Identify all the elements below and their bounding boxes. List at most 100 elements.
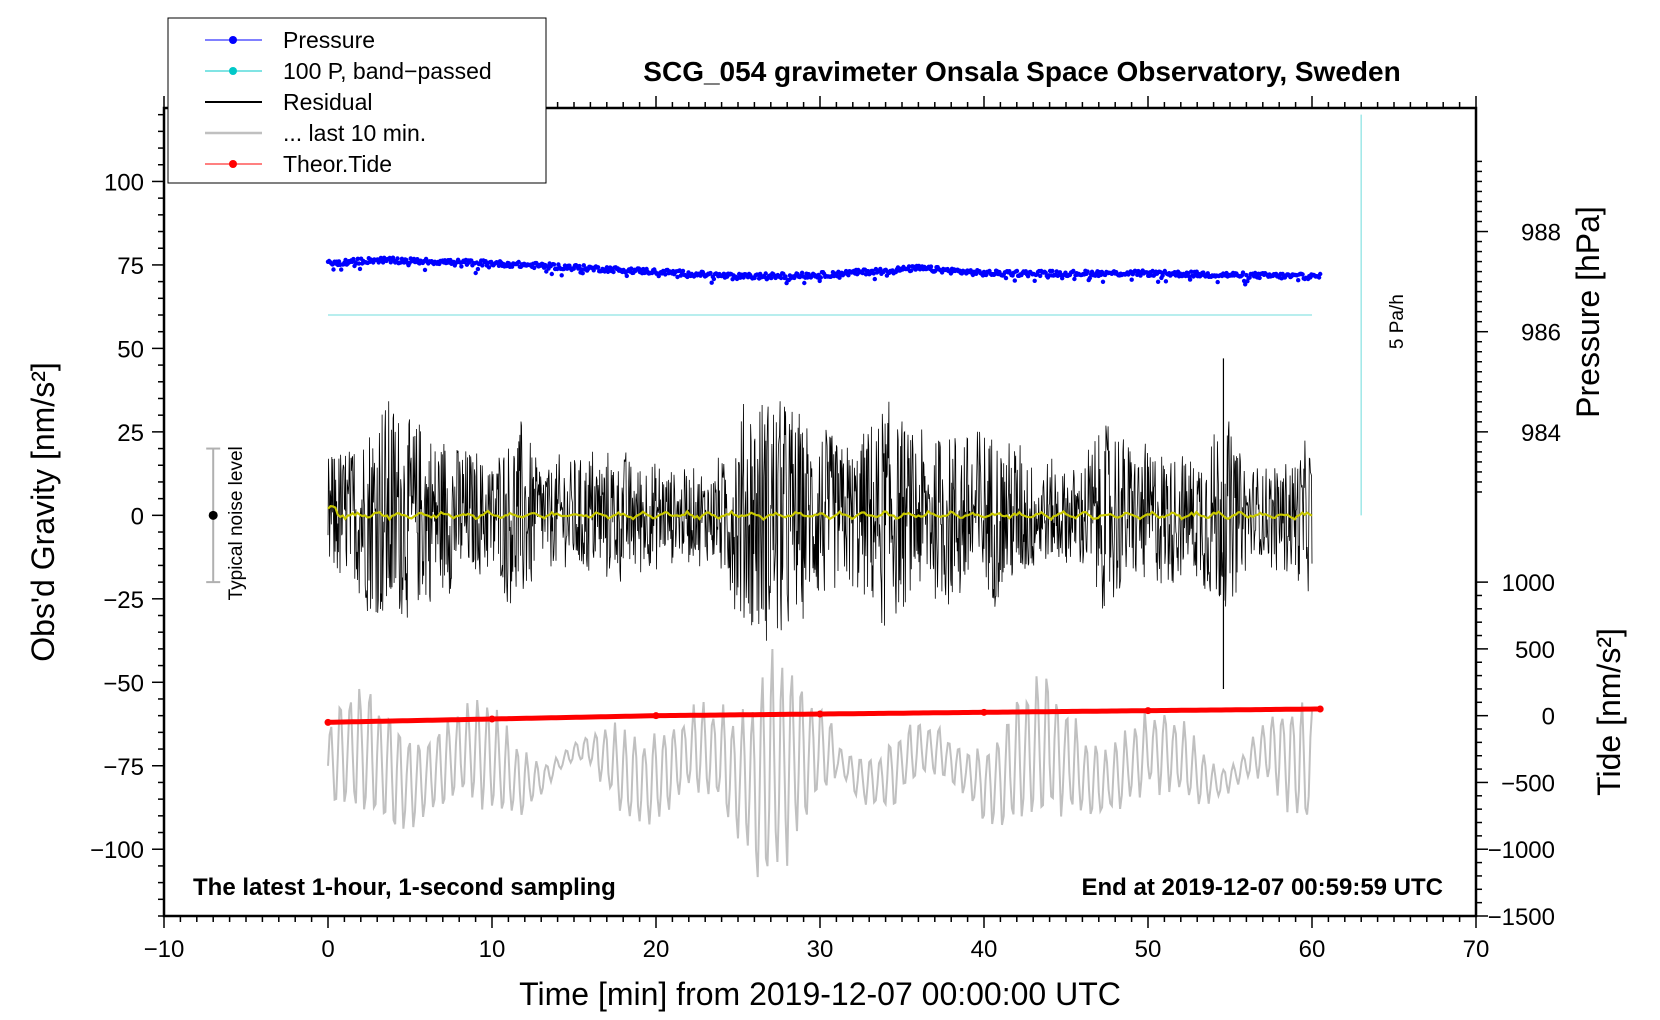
legend-label-tide: Theor.Tide: [283, 151, 392, 177]
pressure-point: [532, 265, 537, 271]
x-tick-label: 40: [971, 936, 998, 963]
legend-entry-residual: Residual: [205, 89, 373, 115]
pressure-point: [1296, 278, 1301, 283]
legend-label-pressure: Pressure: [283, 27, 375, 53]
tide-tick-label: −1500: [1488, 904, 1555, 931]
y-tick-label: −50: [103, 670, 144, 697]
y-axis-title-pressure: Pressure [hPa]: [1570, 206, 1606, 418]
pressure-point: [559, 273, 564, 278]
pressure-point: [581, 263, 586, 268]
pressure-point: [871, 271, 876, 276]
pressure-point: [906, 264, 912, 269]
pressure-point: [355, 256, 360, 261]
pressure-point: [1085, 269, 1090, 274]
pressure-point: [1003, 275, 1009, 281]
pressure-point: [769, 275, 774, 281]
pressure-point: [778, 275, 784, 281]
pressure-point: [1187, 277, 1193, 282]
legend-entry-tide: Theor.Tide: [205, 151, 392, 177]
pressure-point: [1185, 271, 1191, 276]
pressure-point: [1318, 271, 1323, 277]
legend-entry-band-passed: 100 P, band−passed: [205, 58, 492, 84]
pressure-point: [624, 273, 629, 279]
y-tick-label: −25: [103, 587, 144, 614]
pressure-point: [1163, 279, 1169, 284]
pressure-tick-label: 984: [1521, 420, 1561, 447]
pressure-point: [909, 268, 914, 273]
axes: −10 0 10 20 30 40 50 60 701007550250−25−50−75−10…: [90, 96, 1561, 963]
tide-tick-label: −500: [1501, 770, 1555, 797]
mean-line: [327, 505, 1313, 522]
legend-label-residual: Residual: [283, 89, 373, 115]
pressure-point: [1253, 270, 1258, 276]
pressure-point: [339, 267, 344, 272]
pressure-point: [356, 261, 362, 266]
tide-tick-label: 500: [1515, 637, 1555, 664]
pressure-point: [1144, 270, 1150, 275]
x-tick-label: 60: [1299, 936, 1326, 963]
pressure-point: [336, 259, 342, 264]
pressure-tick-label: 986: [1521, 320, 1561, 347]
x-tick-label: 70: [1463, 936, 1490, 963]
pressure-point: [1247, 275, 1252, 280]
pressure-point: [711, 276, 717, 282]
legend-box: [167, 17, 547, 184]
legend-entry-last-10: ... last 10 min.: [205, 120, 426, 146]
pressure-point: [496, 263, 502, 268]
pressure-point: [459, 264, 464, 269]
pressure-point: [698, 273, 703, 278]
x-tick-label: 20: [643, 936, 670, 963]
pressure-point: [933, 268, 938, 273]
pressure-point: [799, 270, 805, 275]
pressure-point: [1014, 268, 1020, 274]
pressure-point: [595, 265, 601, 270]
pressure-point: [331, 267, 336, 272]
rate-marker-label: 5 Pa/h: [1387, 294, 1408, 349]
pressure-point: [486, 265, 492, 270]
pressure-point: [1138, 273, 1143, 278]
pressure-point: [388, 260, 393, 265]
pressure-point: [1100, 279, 1106, 284]
tide-point: [1144, 707, 1152, 715]
tide-tick-label: 0: [1542, 704, 1555, 731]
pressure-point: [1050, 268, 1055, 274]
pressure-point: [475, 266, 481, 272]
annotation-sampling: The latest 1-hour, 1-second sampling: [193, 874, 616, 901]
pressure-point: [675, 274, 680, 280]
theoretical-tide-series: [324, 705, 1324, 726]
pressure-point: [928, 264, 934, 269]
pressure-point: [399, 256, 405, 261]
pressure-point: [1025, 274, 1031, 279]
pressure-point: [1215, 279, 1220, 285]
noise-bar-label: Typical noise level: [226, 446, 247, 600]
pressure-point: [1243, 282, 1248, 287]
pressure-point: [818, 275, 823, 280]
pressure-point: [680, 268, 686, 274]
x-tick-label: 10: [479, 936, 506, 963]
legend-marker-tide: [229, 160, 237, 168]
chart-title: SCG_054 gravimeter Onsala Space Observat…: [643, 56, 1400, 87]
y-tick-label: 0: [131, 503, 144, 530]
pressure-point: [1257, 275, 1262, 281]
pressure-point: [1316, 275, 1322, 280]
pressure-point: [357, 266, 363, 272]
pressure-point: [1240, 270, 1246, 275]
residual-mean-line: [327, 505, 1313, 522]
pressure-point: [708, 270, 713, 276]
pressure-point: [860, 270, 865, 276]
pressure-point: [1155, 279, 1161, 284]
pressure-series: [325, 255, 1323, 287]
y-tick-label: 25: [117, 420, 144, 447]
pressure-point: [1012, 278, 1017, 283]
x-axis-title: Time [min] from 2019-12-07 00:00:00 UTC: [519, 976, 1121, 1012]
pressure-point: [415, 257, 420, 262]
pressure-point: [611, 269, 616, 275]
pressure-point: [1054, 269, 1059, 274]
pressure-point: [1129, 277, 1134, 282]
pressure-point: [579, 267, 584, 272]
residual-line: [327, 401, 1313, 641]
pressure-point: [678, 273, 683, 278]
x-tick-label: −10: [144, 936, 185, 963]
pressure-point: [817, 278, 822, 284]
